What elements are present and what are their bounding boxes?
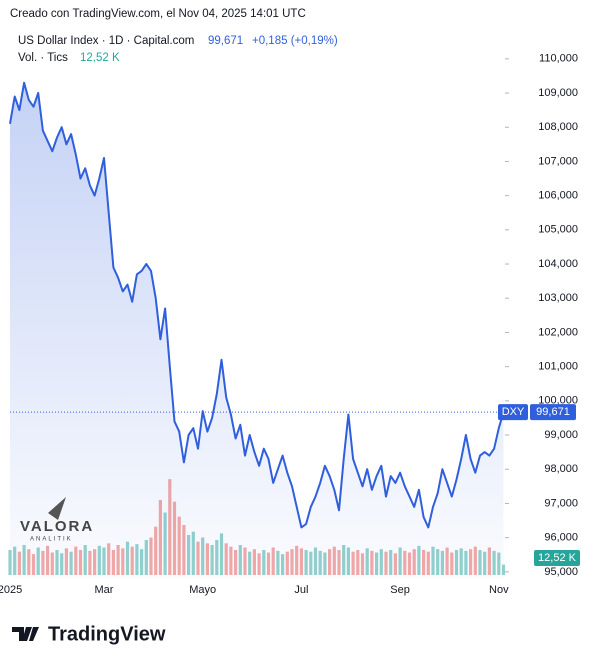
x-tick-label: Mar [95,584,114,596]
y-tick-label: 96,000 [544,532,578,544]
symbol: US Dollar Index · 1D · Capital.com [18,35,194,47]
price: 99,671 [208,35,243,47]
price-tag-label: 99,671 [536,406,570,418]
y-tick-label: 108,000 [538,121,578,133]
y-tick-label: 98,000 [544,463,578,475]
y-tick-label: 105,000 [538,224,578,236]
x-tick-label: Sep [390,584,410,596]
y-tick-label: 106,000 [538,190,578,202]
x-tick-label: 2025 [0,584,22,596]
created-note: Creado con TradingView.com, el Nov 04, 2… [10,8,306,20]
watermark-sub: ANALITIK [30,537,73,543]
y-tick-label: 99,000 [544,429,578,441]
y-tick-label: 110,000 [539,53,578,65]
watermark-icon [48,497,66,520]
ticker-tag [498,404,528,421]
watermark: VALORA [20,518,94,535]
y-tick-label: 102,000 [538,326,578,338]
price-line [9,81,505,529]
y-tick-label: 107,000 [538,155,578,167]
volume-tag [534,550,580,566]
area-fill [10,82,504,579]
y-tick-label: 103,000 [538,292,578,304]
volume-tag-label: 12,52 K [538,552,577,564]
volume-title: Vol. · Tics [18,52,68,64]
logo-icon [12,627,39,641]
price-tag [530,404,576,421]
y-tick-label: 101,000 [538,361,578,373]
y-tick-label: 95,000 [544,566,578,578]
volume-value: 12,52 K [80,52,120,64]
y-tick-label: 109,000 [538,87,578,99]
logo: TradingView [48,623,166,645]
x-tick-label: Jul [294,584,308,596]
x-tick-label: Mayo [189,584,216,596]
change: +0,185 (+0,19%) [252,35,338,47]
y-tick-label: 100,000 [538,395,578,407]
ticker-tag-label: DXY [502,406,525,418]
y-tick-label: 97,000 [544,497,578,509]
y-tick-label: 104,000 [538,258,578,270]
x-tick-label: Nov [489,584,509,596]
